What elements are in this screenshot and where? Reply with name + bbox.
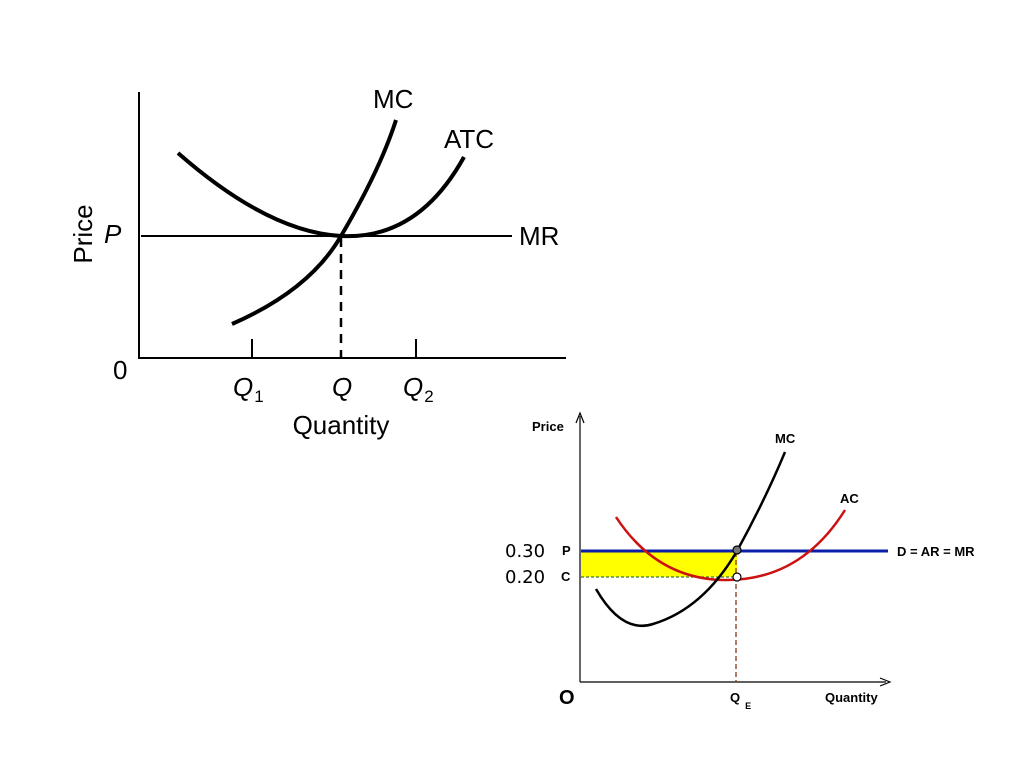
d2-price-value: 0.30	[505, 541, 545, 562]
d2-mc-curve	[594, 451, 787, 627]
d1-origin-label: 0	[113, 355, 127, 385]
d1-x-tick-q2: Q2	[403, 372, 434, 406]
d1-x-tick-q: Q	[332, 372, 352, 402]
d2-origin-label: O	[559, 687, 575, 709]
d2-x-arrow	[879, 677, 892, 687]
d1-price-label: P	[104, 219, 122, 249]
d2-ac-curve	[614, 509, 847, 582]
d2-profit-area	[581, 551, 737, 577]
d1-x-tick-q1: Q1	[233, 372, 264, 406]
d2-price-label: P	[562, 543, 571, 558]
d2-y-arrow	[575, 411, 585, 424]
diagram-1: Price P 0 MC ATC MR Q1 Q Q2 Quantity	[68, 84, 566, 440]
d1-mc-curve	[231, 119, 398, 326]
diagram-2: Price MC AC D = AR = MR 0.30 0.20 P C O …	[505, 411, 975, 711]
d1-mc-label: MC	[373, 84, 413, 114]
d1-atc-label: ATC	[444, 124, 494, 154]
d1-x-axis-label: Quantity	[293, 410, 390, 440]
d2-demand-label: D = AR = MR	[897, 544, 975, 559]
d2-cost-value: 0.20	[505, 567, 545, 588]
d2-y-axis-label: Price	[532, 419, 564, 434]
d1-y-axis-label: Price	[68, 204, 98, 263]
d2-qe-label: QE	[730, 690, 751, 711]
d1-mr-label: MR	[519, 221, 559, 251]
d2-point-ac-min	[732, 572, 742, 582]
d2-ac-label: AC	[840, 491, 859, 506]
d2-mc-label: MC	[775, 431, 796, 446]
d2-x-axis-label: Quantity	[825, 690, 878, 705]
d1-atc-curve	[176, 151, 466, 239]
d2-cost-label: C	[561, 569, 571, 584]
d2-point-mc-demand	[732, 545, 742, 555]
